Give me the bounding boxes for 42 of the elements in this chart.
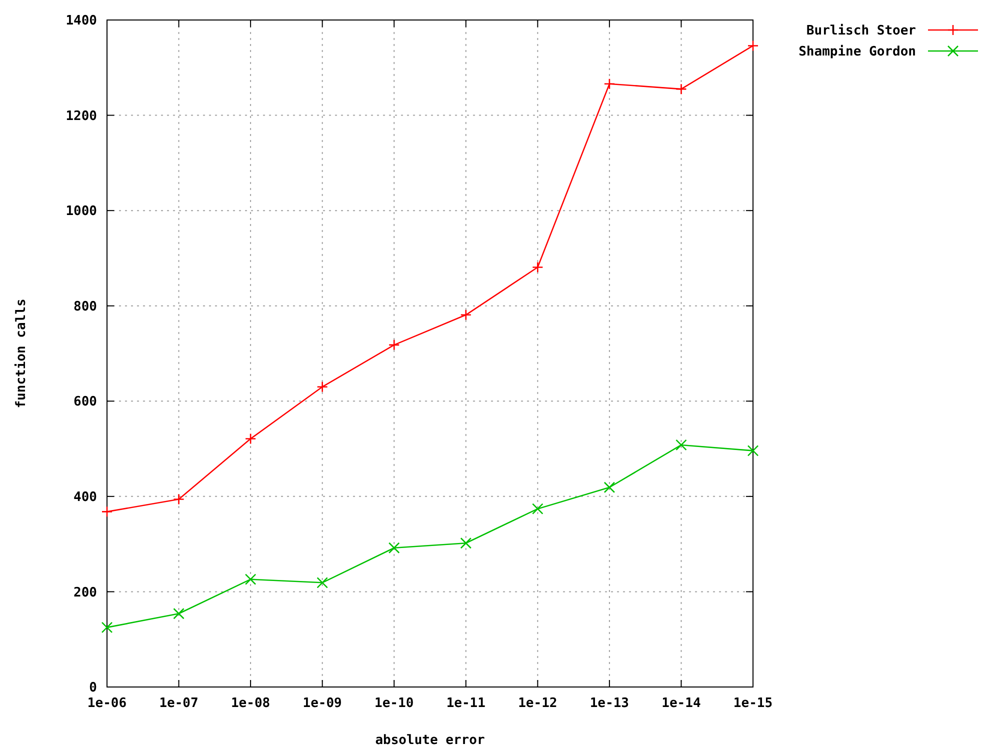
point [316,381,328,392]
x-tick-label: 1e-12 [518,696,558,711]
y-tick-label: 200 [74,585,98,600]
x-tick-label: 1e-13 [590,696,630,711]
point [532,503,544,514]
y-tick-label: 400 [74,490,98,505]
point [676,83,687,95]
point [244,433,256,444]
point [101,622,113,634]
y-tick-label: 0 [89,680,98,696]
y-tick-label: 600 [74,394,98,410]
x-tick-label: 1e-11 [446,696,486,711]
point [173,608,184,620]
point [388,339,400,351]
y-axis-title: function calls [14,298,29,408]
point [173,494,184,505]
point [316,577,328,588]
y-tick-label: 1000 [66,204,98,220]
x-tick-label: 1e-06 [87,696,127,711]
point [101,506,113,518]
y-tick-label: 1400 [66,14,98,29]
point [747,40,759,52]
x-tick-label: 1e-07 [159,696,198,711]
point [747,445,759,456]
point [460,309,472,321]
point [460,537,472,549]
point [532,262,544,273]
x-axis-title: absolute error [375,733,485,748]
legend-label: Burlisch Stoer [806,24,916,39]
x-tick-label: 1e-09 [302,696,342,711]
legend-label: Shampine Gordon [798,44,916,60]
x-tick-label: 1e-15 [733,696,773,711]
point [604,482,616,494]
x-tick-label: 1e-14 [662,696,701,711]
x-tick-label: 1e-08 [230,696,270,711]
y-tick-label: 800 [74,299,98,314]
point [604,78,616,90]
point [388,542,400,554]
x-tick-label: 1e-10 [374,696,414,711]
y-tick-label: 1200 [66,108,98,124]
point [676,439,687,451]
point [244,574,256,585]
